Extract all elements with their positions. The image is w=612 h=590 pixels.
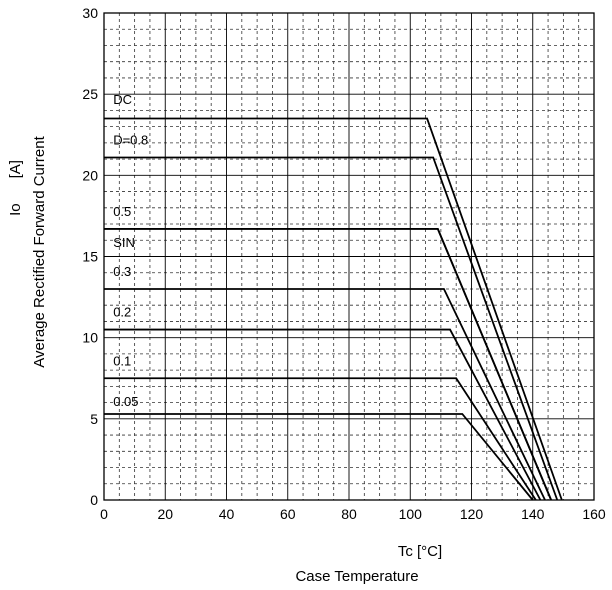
x-tick-label: 60 — [280, 506, 296, 522]
x-axis-title: Case Temperature — [295, 568, 418, 585]
curve-labels: DC D=0.8 0.5 SIN 0.3 0.2 0.1 0.05 — [113, 92, 148, 409]
x-tick-label: 140 — [521, 506, 545, 522]
y-tick-label: 25 — [82, 86, 98, 102]
x-tick-label: 20 — [157, 506, 173, 522]
curve-label: 0.2 — [113, 305, 131, 320]
y-axis-ticks: 0 5 10 15 20 25 30 — [82, 5, 98, 508]
series-layer — [104, 117, 563, 501]
x-tick-label: 80 — [341, 506, 357, 522]
curve-label: 0.3 — [113, 264, 131, 279]
curve-label: 0.5 — [113, 204, 131, 219]
major-grid — [104, 13, 594, 500]
x-axis-ticks: 0 20 40 60 80 100 120 140 160 — [100, 506, 606, 522]
x-tick-label: 100 — [399, 506, 423, 522]
curve-label: D=0.8 — [113, 132, 148, 147]
series-0-3 — [104, 288, 546, 501]
plot-frame — [103, 12, 595, 501]
x-tick-label: 160 — [582, 506, 606, 522]
series-0-05 — [104, 413, 534, 501]
y-tick-label: 0 — [90, 492, 98, 508]
curve-label: DC — [113, 92, 132, 107]
series-0-2 — [104, 328, 542, 501]
x-tick-label: 0 — [100, 506, 108, 522]
curve-label: 0.1 — [113, 353, 131, 368]
curve-label: 0.05 — [113, 394, 138, 409]
series-0-5 — [104, 228, 552, 501]
y-axis-title: Average Rectified Forward Current — [31, 135, 48, 367]
series-dc — [104, 117, 563, 501]
y-tick-label: 20 — [82, 167, 98, 183]
x-tick-label: 120 — [460, 506, 484, 522]
curve-label: SIN — [113, 235, 135, 250]
y-tick-label: 5 — [90, 411, 98, 427]
series-sin — [104, 228, 552, 501]
x-axis-symbol: Tc [°C] — [398, 543, 442, 560]
x-tick-label: 40 — [219, 506, 235, 522]
y-axis-symbol: Io [A] — [7, 160, 24, 216]
y-tick-label: 10 — [82, 330, 98, 346]
y-tick-label: 15 — [82, 249, 98, 265]
minor-grid — [104, 13, 594, 500]
y-tick-label: 30 — [82, 5, 98, 21]
series-0-1 — [104, 377, 537, 501]
series-d-0-8 — [104, 156, 559, 501]
